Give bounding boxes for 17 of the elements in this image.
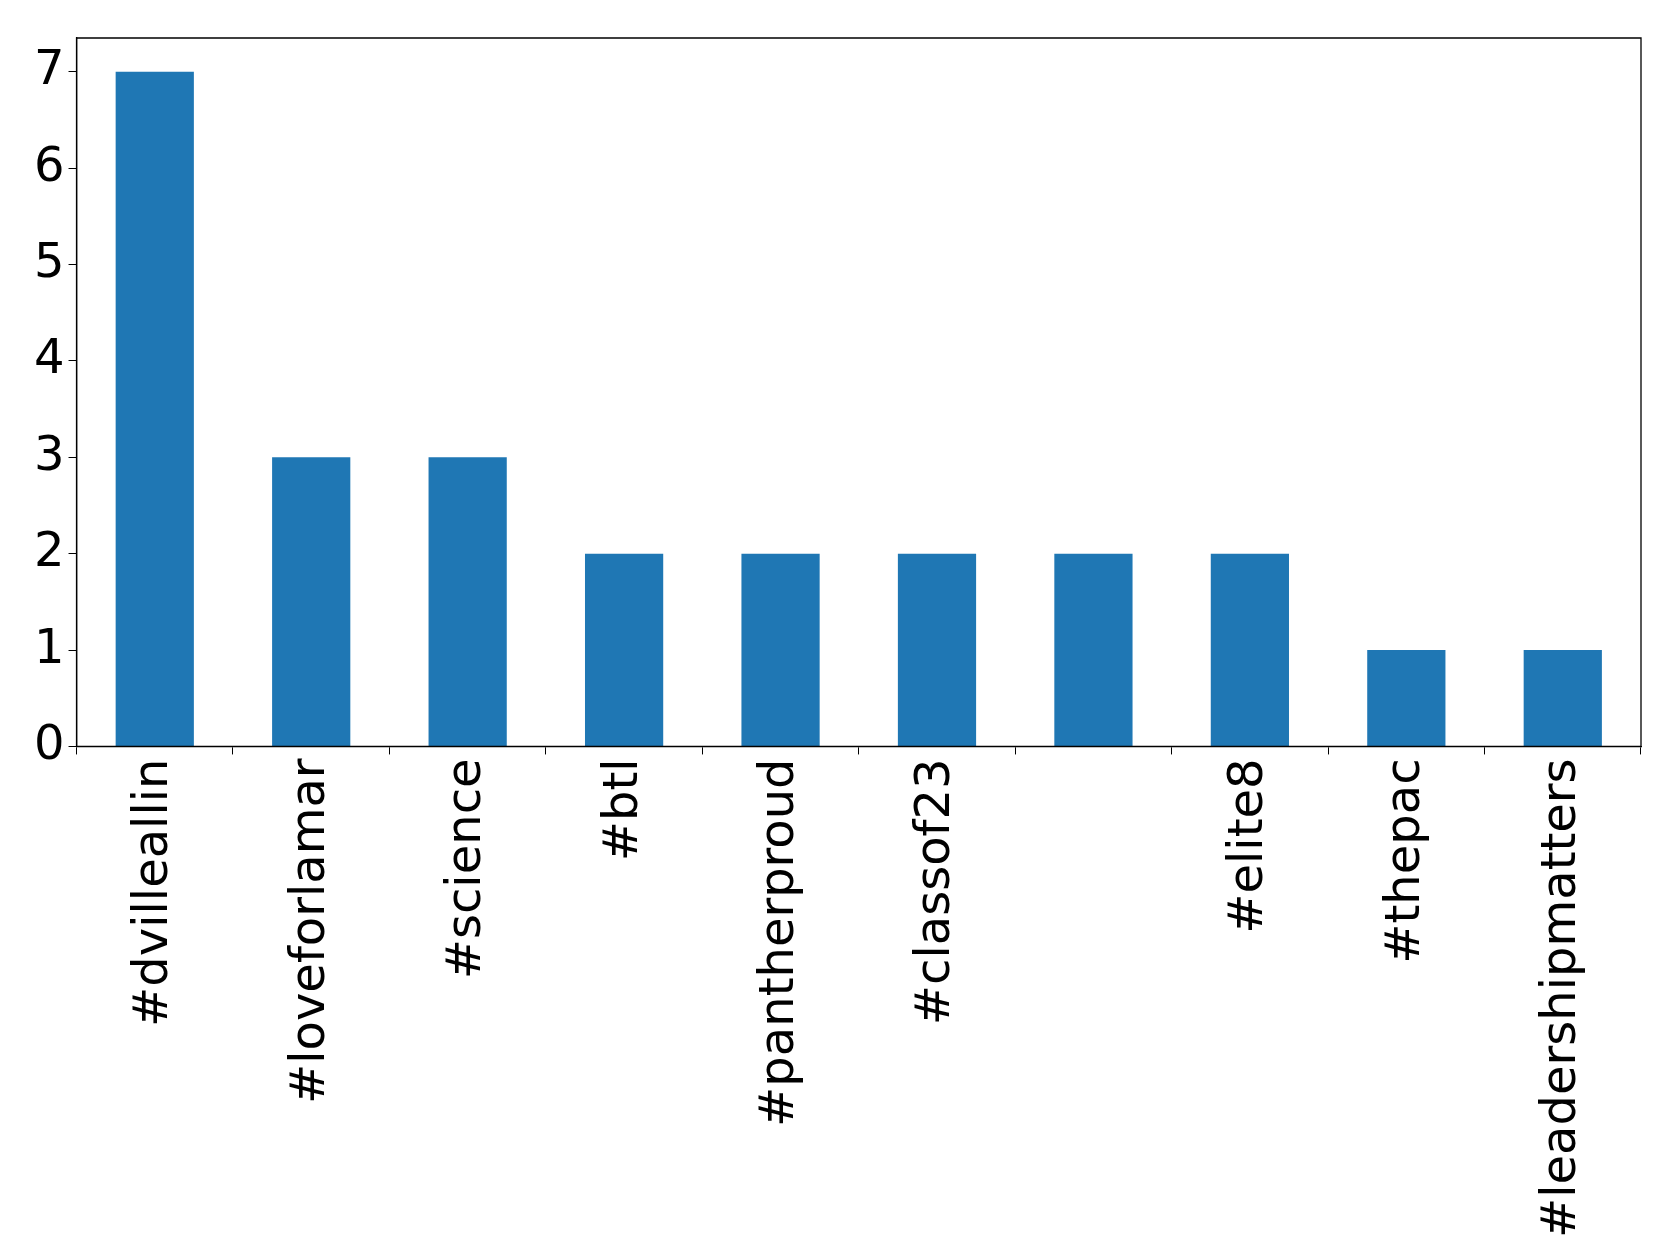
x-tick-label: #pantherproud [748,758,805,1127]
x-tick-label: #leadershipmatters [1530,758,1587,1239]
x-tick-label: #thepac [1373,758,1430,964]
y-tick-label: 1 [33,617,65,674]
x-tick-label: #dvilleallin [122,758,179,1027]
x-tick-label: #classof23 [904,758,961,1026]
y-tick-label: 0 [33,713,65,770]
y-tick-label: 5 [33,231,65,288]
x-tick-label: #elite8 [1217,758,1274,934]
x-tick-label: #loveforlamar [278,758,335,1104]
x-tick-label: #btl [591,758,648,862]
y-tick-label: 6 [33,135,65,192]
y-tick-label: 4 [33,328,65,385]
y-tick-label: 7 [33,39,65,96]
y-tick-label: 3 [33,424,65,481]
y-tick-label: 2 [33,521,65,578]
x-tick-label: #science [435,758,492,980]
